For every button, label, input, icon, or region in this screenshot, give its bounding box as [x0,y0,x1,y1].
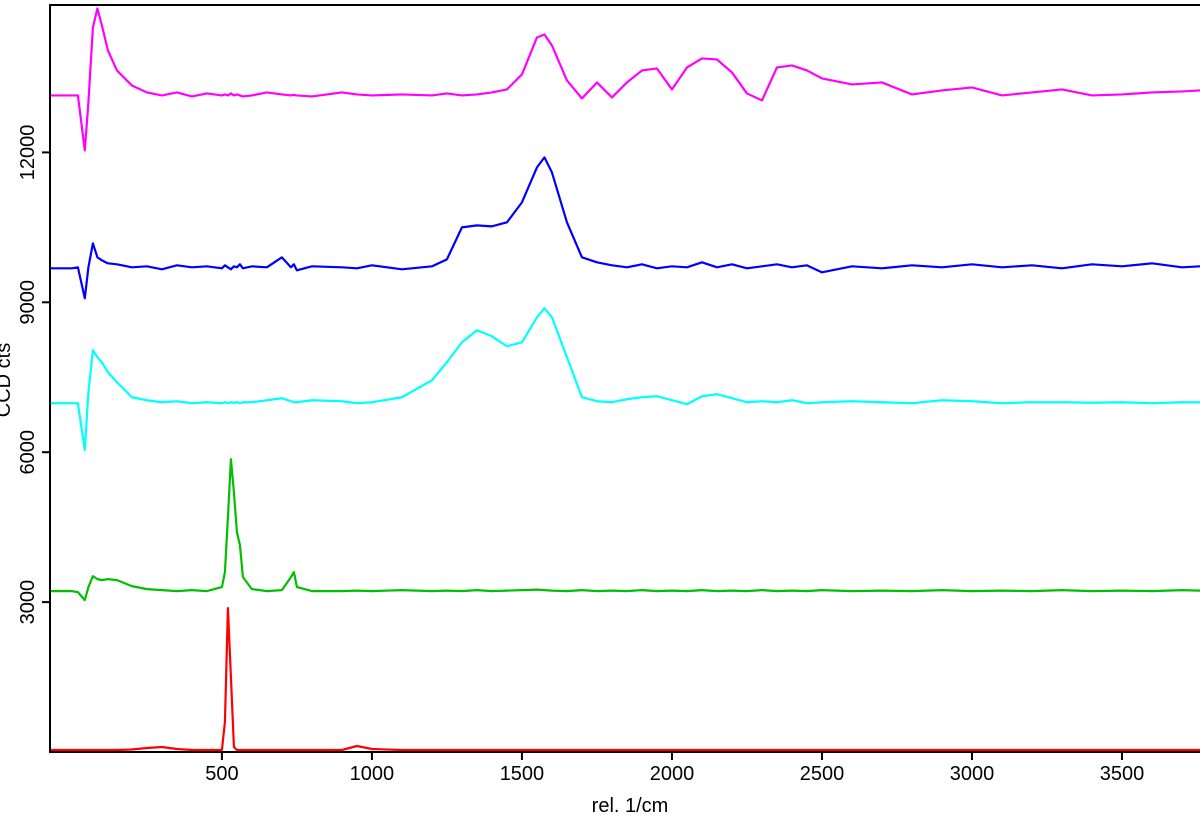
y-tick-label: 3000 [17,580,39,625]
spectrum-line [50,156,1200,300]
y-tick-label: 12000 [17,125,39,181]
x-tick-label: 500 [205,763,238,785]
x-tick-label: 3500 [1100,763,1145,785]
x-tick-label: 2000 [650,763,695,785]
x-tick-label: 2500 [800,763,845,785]
x-axis-label: rel. 1/cm [592,795,669,817]
spectrum-line [50,458,1200,602]
y-axis-label: CCD cts [0,343,15,417]
plot-frame [49,4,1200,753]
spectrum-line [50,607,1200,752]
x-tick-label: 1500 [500,763,545,785]
spectrum-line [50,307,1200,452]
x-tick-label: 3000 [950,763,995,785]
y-tick-label: 9000 [17,280,39,325]
y-tick-label: 6000 [17,430,39,475]
spectrum-line [50,7,1200,152]
x-tick-label: 1000 [350,763,395,785]
